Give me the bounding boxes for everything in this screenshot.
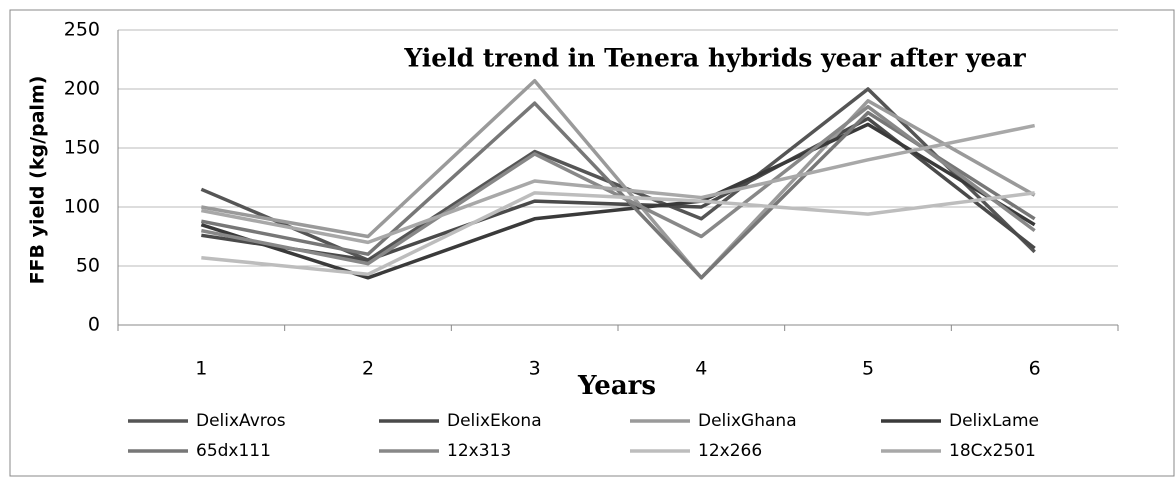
series-line [201, 191, 1035, 277]
legend-label: DelixLame [949, 411, 1039, 431]
legend-label: 12x313 [447, 441, 511, 461]
x-tick-label: 2 [362, 358, 374, 380]
y-tick-label: 100 [64, 196, 100, 218]
series-line [201, 123, 1036, 245]
legend-label: 12x266 [698, 441, 762, 461]
x-tick-label: 6 [1029, 358, 1041, 380]
x-tick-label: 1 [195, 358, 207, 380]
y-tick-label: 200 [64, 78, 100, 100]
y-tick-label: 250 [64, 19, 100, 41]
frame [9, 9, 1175, 477]
x-tick-label: 3 [529, 358, 541, 380]
legend-label: DelixEkona [447, 411, 542, 431]
series-line [201, 78, 1036, 280]
series-line [200, 122, 1036, 280]
y-tick-label: 0 [88, 314, 100, 336]
x-axis-label: Years [577, 371, 656, 401]
series-line [200, 104, 1036, 266]
y-axis-label: FFB yield (kg/palm) [27, 76, 49, 285]
y-tick-label: 50 [76, 255, 100, 277]
chart-title: Yield trend in Tenera hybrids year after… [403, 44, 1026, 73]
y-tick-label: 150 [64, 137, 100, 159]
x-tick-label: 4 [695, 358, 707, 380]
legend-label: 65dx111 [196, 441, 271, 461]
legend-label: 18Cx2501 [949, 441, 1036, 461]
legend-label: DelixAvros [196, 411, 286, 431]
legend-label: DelixGhana [698, 411, 797, 431]
x-tick-label: 5 [862, 358, 874, 380]
